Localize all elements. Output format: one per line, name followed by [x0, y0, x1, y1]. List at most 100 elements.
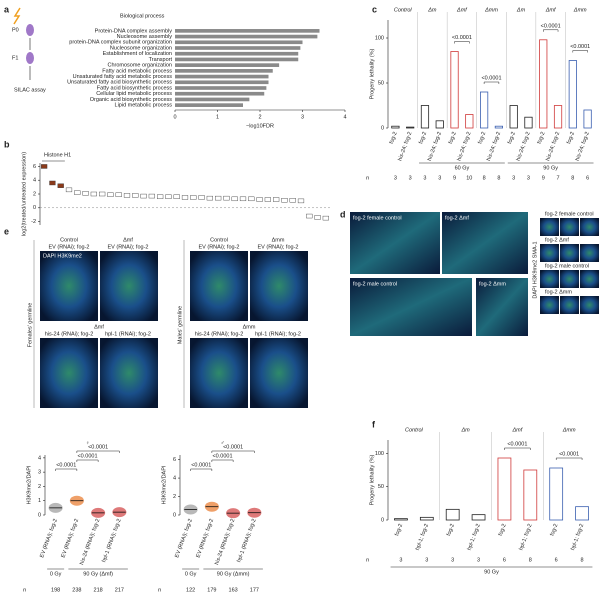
micrograph: [100, 251, 158, 321]
x-tick-label: fog-2: [537, 131, 547, 145]
box: [264, 197, 271, 202]
box: [173, 194, 180, 199]
micrograph: [250, 251, 308, 321]
image-label: fog-2 Δmm: [479, 281, 506, 287]
n-value: 218: [94, 587, 103, 593]
rnai-label: hpl-1 (RNAi); fog-2: [105, 331, 151, 337]
generation-label: P0: [12, 27, 19, 33]
x-tick-label: fog-2: [389, 131, 399, 145]
micrograph-tile: [560, 218, 579, 236]
category-label: Fatty acid metabolic process: [102, 68, 172, 74]
bar: [523, 469, 538, 521]
category-label: Establishment of localization: [103, 51, 172, 57]
bar: [575, 506, 589, 521]
category-label: Organic acid biosynthetic process: [90, 97, 172, 103]
x-tick-label: fog-2: [507, 131, 517, 145]
category-label: Nucleosome organization: [110, 45, 172, 51]
n-value: 6: [503, 557, 506, 563]
micrograph-tile: [580, 244, 599, 262]
p-bracket: [76, 450, 120, 453]
bar: [568, 60, 577, 129]
n-value: 3: [527, 175, 530, 181]
n-value: 238: [72, 587, 81, 593]
y-tick-label: 4: [173, 476, 176, 482]
germline-label: Females' germline: [27, 303, 33, 348]
group-label: Δmm: [562, 427, 576, 433]
rnai-label: EV (RNAi); fog-2: [49, 244, 90, 250]
chart-title: Biological process: [120, 13, 165, 19]
bar: [175, 63, 280, 67]
x-tick-label: his-24; fog-2: [575, 131, 591, 162]
y-tick-label: 0: [33, 205, 36, 211]
p-value: <0.0001: [452, 35, 472, 41]
box: [231, 196, 238, 202]
dose-label: 90 Gy: [484, 569, 499, 575]
category-label: Nucleosome assembly: [117, 34, 173, 40]
x-tick-label: his-24 (RNAi); fog-2: [79, 518, 101, 566]
x-tick-label: his-24; fog-2: [397, 131, 413, 162]
n-value: 8: [529, 557, 532, 563]
condition-label: Δmf: [123, 237, 133, 243]
micrograph: [350, 278, 472, 336]
n-label: n: [366, 557, 369, 563]
box: [57, 183, 64, 188]
x-tick-label: fog-2: [566, 131, 576, 145]
group-label: Control: [394, 7, 413, 13]
bar: [175, 80, 269, 85]
category-label: Protein-DNA complex assembly: [95, 28, 173, 34]
dose-label: 0 Gy: [50, 571, 62, 577]
p-bracket: [55, 468, 78, 471]
x-tick-label: fog-2: [550, 523, 560, 537]
box: [132, 193, 139, 198]
x-axis-label: −log10FDR: [246, 123, 274, 129]
micrograph: [40, 338, 98, 408]
micrograph-tile: [560, 270, 579, 288]
bar: [524, 116, 533, 129]
micrograph-tile: [540, 296, 559, 314]
rnai-label: hpl-1 (RNAi); fog-2: [255, 331, 301, 337]
bar: [583, 109, 592, 129]
dose-label: 60 Gy: [455, 165, 470, 171]
bar: [175, 91, 265, 96]
group-label: Δmm: [573, 7, 587, 13]
bar: [445, 508, 460, 521]
condition-label: Control: [210, 237, 228, 243]
bar: [175, 103, 243, 107]
micrograph-tile: [580, 296, 599, 314]
p-bracket: [555, 457, 583, 460]
micrograph: [250, 338, 308, 408]
group-label: Control: [405, 427, 424, 433]
tile-label: fog-2 male control: [545, 263, 589, 269]
n-value: 122: [186, 587, 195, 593]
box: [99, 191, 106, 197]
box: [239, 196, 247, 202]
lightning: [13, 7, 21, 25]
bar: [549, 467, 564, 521]
bar: [175, 40, 303, 45]
group-label: Δm: [427, 7, 437, 13]
p-value: <0.0001: [570, 44, 590, 50]
category-label: Unsaturated fatty acid metabolic process: [73, 74, 173, 80]
micrograph: [190, 251, 248, 321]
x-tick-label: hpl-1; fog-2: [518, 523, 533, 551]
n-value: 3: [394, 175, 397, 181]
n-value: 9: [542, 175, 545, 181]
condition-label: Δmm: [243, 324, 256, 330]
p-value: <0.0001: [191, 462, 211, 468]
image-label: fog-2 female control: [353, 215, 402, 221]
y-tick-label: 0: [38, 512, 41, 518]
y-tick-label: 6: [33, 164, 36, 170]
box: [273, 197, 280, 202]
box: [215, 195, 222, 201]
box: [140, 193, 147, 199]
category-label: Fatty acid biosynthetic process: [97, 85, 172, 91]
x-tick-label: his-24; fog-2: [545, 131, 561, 162]
x-tick-label: fog-2: [477, 131, 487, 145]
bar: [394, 518, 408, 521]
n-value: 3: [451, 557, 454, 563]
p-bracket: [483, 81, 500, 84]
y-tick-label: 6: [173, 457, 176, 463]
y-tick-label: 0: [381, 517, 384, 523]
n-value: 3: [438, 175, 441, 181]
panel-label: d: [340, 209, 346, 219]
